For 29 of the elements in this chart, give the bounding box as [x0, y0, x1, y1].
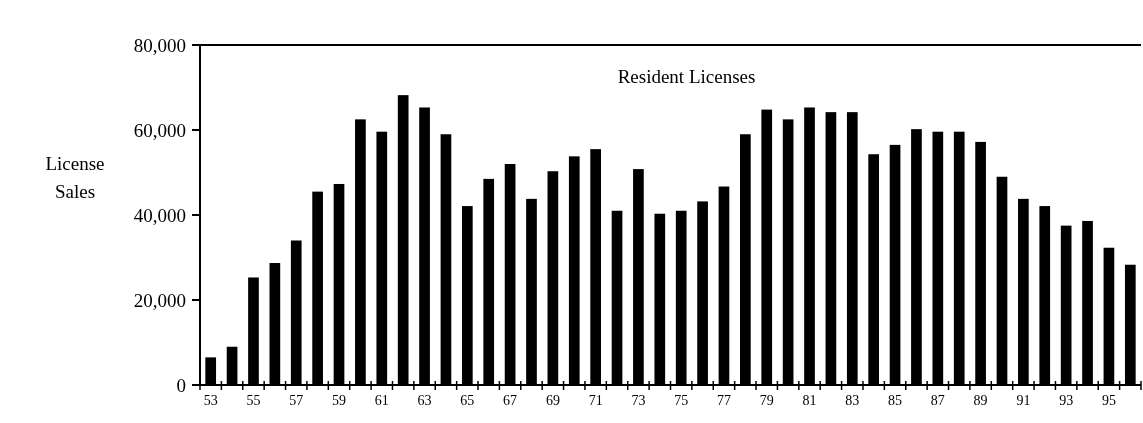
x-tick-label: 69 [545, 393, 560, 408]
x-tick-label: 81 [802, 393, 817, 408]
x-tick-label: 65 [460, 393, 475, 408]
x-tick-label: 71 [588, 393, 603, 408]
x-tick-label: 55 [246, 393, 261, 408]
x-tick-label: 75 [674, 393, 689, 408]
x-tick-label: 83 [845, 393, 860, 408]
y-tick-label: 40,000 [133, 204, 186, 226]
text: Resident Licenses [617, 66, 756, 87]
x-tick-label: 79 [759, 393, 774, 408]
x-tick-label: 87 [930, 393, 945, 408]
y-tick-label: 80,000 [133, 34, 186, 56]
x-tick-label: 63 [417, 393, 432, 408]
y-tick-label: 60,000 [133, 119, 186, 141]
x-tick-label: 59 [332, 393, 347, 408]
x-tick-label: 53 [203, 393, 218, 408]
x-tick-label: 73 [631, 393, 646, 408]
x-tick-label: 57 [289, 393, 304, 408]
x-tick-label: 89 [973, 393, 988, 408]
x-tick-label: 91 [1016, 393, 1031, 408]
x-tick-label: 95 [1101, 393, 1116, 408]
x-tick-label: 85 [888, 393, 903, 408]
y-tick-label: 0 [176, 374, 186, 396]
x-tick-label: 61 [374, 393, 389, 408]
x-tick-label: 93 [1059, 393, 1074, 408]
y-axis-title: License Sales [45, 153, 105, 202]
y-tick-label: 20,000 [133, 289, 186, 311]
x-tick-label: 77 [716, 393, 731, 408]
x-tick-label: 67 [503, 393, 518, 408]
